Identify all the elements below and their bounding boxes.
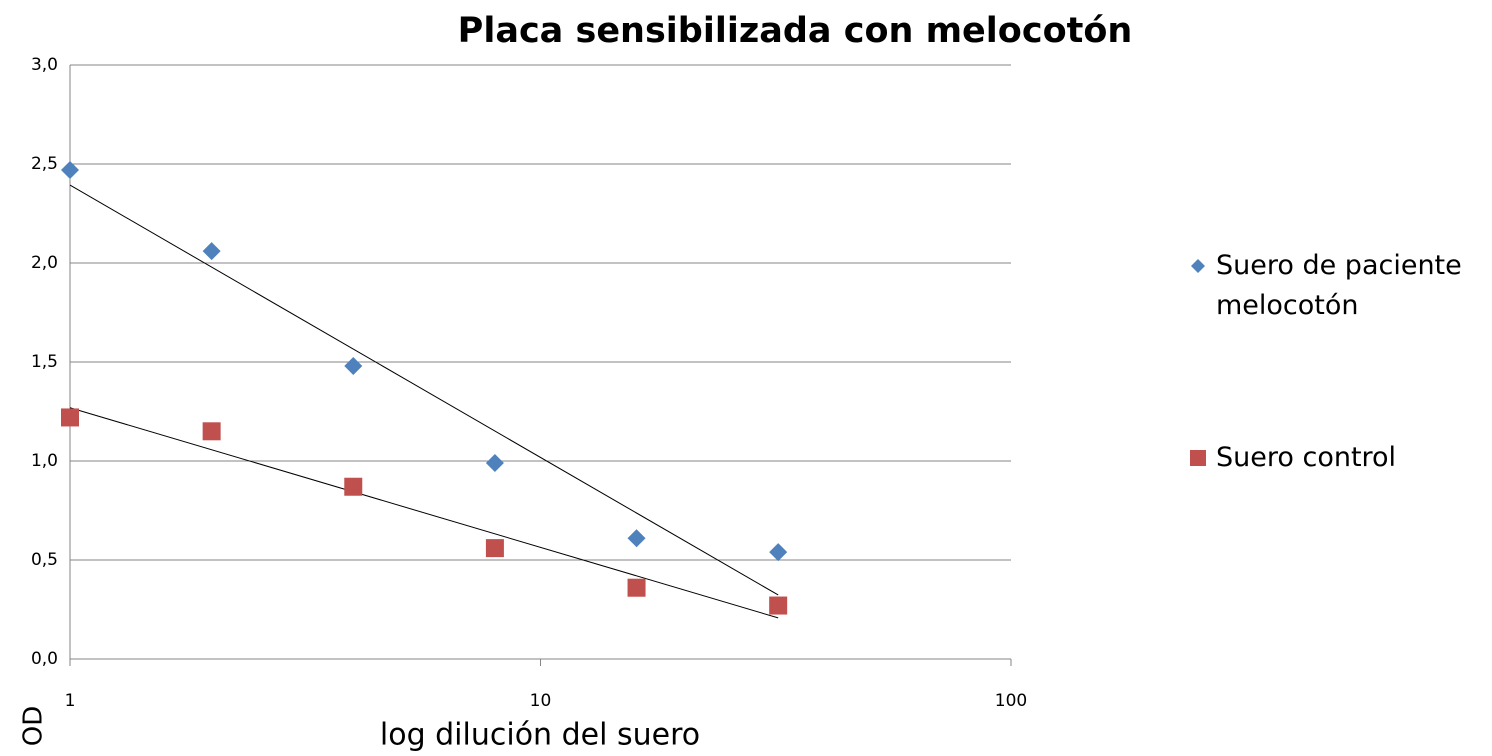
point: [344, 477, 363, 496]
legend: Suero de paciente melocotón Suero control: [1186, 246, 1486, 478]
point: [769, 596, 788, 615]
y-tick-label: 0,0: [31, 649, 58, 669]
chart-title: Placa sensibilizada con melocotón: [458, 11, 1133, 51]
y-tick-label: 2,5: [31, 154, 58, 174]
x-axis-label: log dilución del suero: [380, 718, 700, 753]
y-tick-label: 3,0: [31, 55, 58, 75]
point: [485, 539, 504, 558]
point: [202, 422, 221, 441]
point: [769, 543, 788, 562]
legend-item: Suero control: [1186, 438, 1486, 478]
legend-symbol: [1190, 450, 1206, 466]
point: [627, 529, 646, 548]
x-tick-label: 1: [65, 691, 76, 711]
point: [61, 408, 79, 427]
y-tick-label: 1,5: [31, 352, 58, 372]
point: [202, 242, 221, 261]
x-tick-label: 100: [995, 691, 1027, 711]
legend-label: Suero de paciente melocotón: [1216, 250, 1462, 321]
y-tick-label: 2,0: [31, 253, 58, 273]
trendline: [69, 407, 779, 619]
point: [485, 453, 504, 472]
point: [627, 578, 646, 597]
y-axis-label: OD: [19, 706, 49, 747]
point: [61, 160, 79, 179]
trendline: [69, 184, 779, 596]
legend-item: Suero de paciente melocotón: [1186, 246, 1486, 326]
legend-label: Suero control: [1216, 442, 1397, 473]
point: [344, 356, 363, 375]
y-tick-label: 1,0: [31, 451, 58, 471]
legend-symbol: [1191, 259, 1205, 273]
y-tick-label: 0,5: [31, 550, 58, 570]
x-tick-label: 10: [530, 691, 552, 711]
